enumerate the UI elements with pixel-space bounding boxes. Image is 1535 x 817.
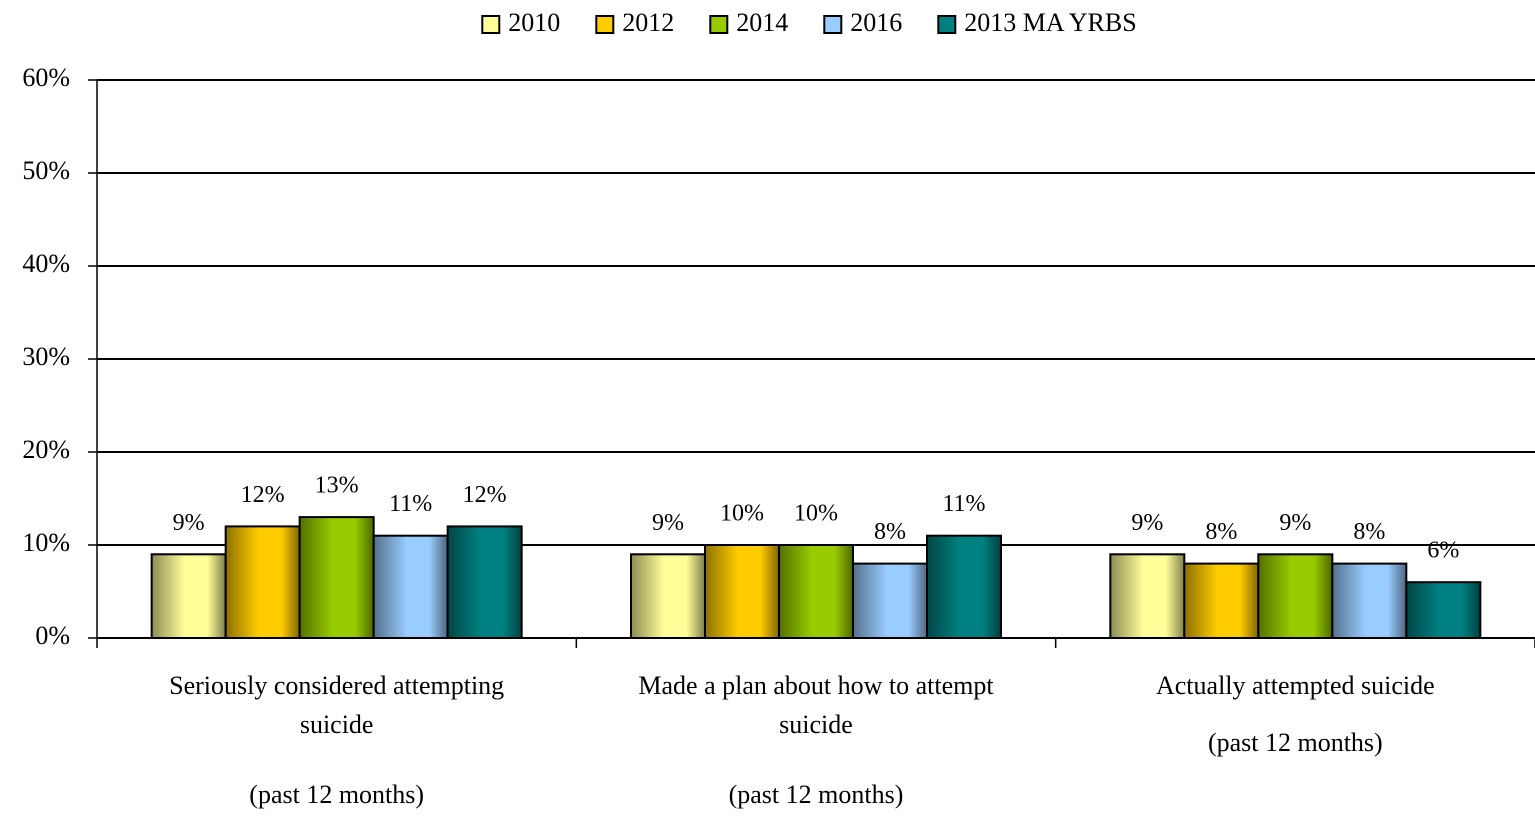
bar-shade	[373, 535, 448, 638]
x-tick-label: Seriously considered attempting	[169, 671, 504, 700]
y-tick-label: 60%	[22, 63, 70, 92]
bar-shade	[1406, 582, 1481, 638]
bar-shade	[225, 526, 300, 638]
value-label: 12%	[463, 482, 507, 508]
value-label: 13%	[315, 473, 359, 499]
legend-label: 2010	[508, 8, 560, 37]
y-tick-label: 50%	[22, 156, 70, 185]
bar-group	[446, 525, 523, 640]
bar-group	[224, 525, 301, 640]
value-label: 10%	[720, 501, 764, 527]
x-tick-label: (past 12 months)	[1208, 728, 1383, 757]
legend-swatch	[481, 15, 501, 34]
x-tick-label: suicide	[779, 710, 853, 739]
x-tick-label: Made a plan about how to attempt	[638, 671, 994, 700]
bar-group	[778, 544, 854, 639]
y-tick-label: 10%	[22, 528, 70, 557]
legend-swatch	[823, 15, 843, 34]
bar-shade	[1332, 563, 1407, 638]
bar-shade	[779, 545, 853, 638]
legend-swatch	[709, 15, 729, 34]
y-tick-label: 20%	[22, 435, 70, 464]
legend-swatch	[937, 15, 957, 34]
value-label: 9%	[1131, 510, 1163, 536]
value-label: 8%	[874, 519, 906, 545]
bar-group	[1405, 581, 1482, 640]
legend-label: 2016	[850, 8, 902, 37]
legend-item: 2010	[481, 8, 560, 37]
legend-item: 2014	[709, 8, 788, 37]
bar-shade	[447, 526, 522, 638]
value-label: 12%	[241, 482, 285, 508]
bar-group	[852, 562, 928, 639]
x-tick-label: (past 12 months)	[249, 780, 424, 809]
x-tick-label: (past 12 months)	[729, 780, 904, 809]
value-label: 9%	[652, 510, 684, 536]
y-tick-label: 40%	[22, 249, 70, 278]
y-tick-label: 0%	[35, 621, 70, 650]
value-label: 9%	[1279, 510, 1311, 536]
bar-shade	[927, 535, 1001, 638]
bar-group	[372, 534, 449, 640]
value-label: 10%	[794, 501, 838, 527]
legend-swatch	[595, 15, 615, 34]
value-label: 9%	[173, 510, 205, 536]
legend: 2010 2012 2014 2016 2013 MA YRBS	[481, 8, 1137, 37]
bar-shade	[151, 554, 226, 638]
bar-shade	[1258, 554, 1333, 638]
bar-group	[630, 553, 706, 639]
legend-label: 2012	[622, 8, 674, 37]
value-label: 8%	[1353, 519, 1385, 545]
value-label: 11%	[942, 491, 985, 517]
x-tick-label: suicide	[300, 710, 374, 739]
y-tick-label: 30%	[22, 342, 70, 371]
legend-label: 2013 MA YRBS	[964, 8, 1136, 37]
bar-group	[298, 516, 375, 639]
legend-label: 2014	[736, 8, 788, 37]
value-label: 8%	[1205, 519, 1237, 545]
bar-group	[704, 544, 780, 639]
bar-shade	[1184, 563, 1259, 638]
value-label: 6%	[1427, 538, 1459, 564]
legend-item: 2013 MA YRBS	[937, 8, 1137, 37]
bar-group	[1331, 562, 1408, 639]
bar-group	[150, 553, 227, 639]
bar-shade	[631, 554, 705, 638]
bar-shade	[853, 563, 927, 638]
legend-item: 2016	[823, 8, 902, 37]
bar-shade	[1110, 554, 1185, 638]
legend-item: 2012	[595, 8, 674, 37]
bar-group	[926, 534, 1002, 640]
x-tick-label: Actually attempted suicide	[1156, 671, 1435, 700]
value-label: 11%	[389, 491, 432, 517]
bar-shade	[705, 545, 779, 638]
bar-group	[1183, 562, 1260, 639]
bar-shade	[299, 517, 374, 638]
bar-group	[1109, 553, 1186, 639]
bar-group	[1257, 553, 1334, 639]
